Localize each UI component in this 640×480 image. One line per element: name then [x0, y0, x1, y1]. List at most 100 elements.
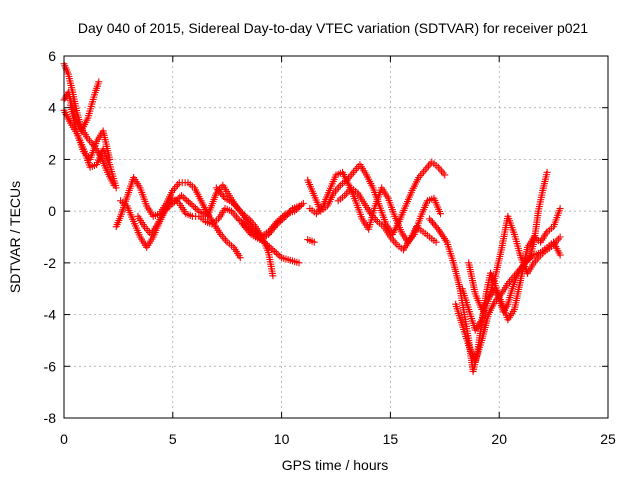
data-point [106, 155, 114, 163]
y-tick-label: 0 [48, 203, 56, 219]
x-axis-label: GPS time / hours [282, 457, 389, 473]
interp-markers [100, 147, 113, 166]
interp-markers [396, 204, 409, 223]
interp-markers [284, 206, 295, 218]
interp-markers [426, 195, 436, 204]
interp-markers [339, 178, 349, 188]
series-s12 [304, 236, 318, 246]
interp-markers [144, 204, 156, 218]
interp-markers [74, 132, 87, 153]
interp-markers [459, 323, 472, 347]
interp-markers [539, 248, 549, 257]
interp-markers [142, 225, 153, 236]
interp-markers [86, 137, 97, 149]
interp-markers [320, 189, 333, 208]
interp-markers [91, 80, 102, 97]
interp-markers [381, 225, 393, 239]
interp-markers [505, 215, 518, 236]
interp-markers [178, 179, 189, 187]
interp-markers [131, 220, 143, 239]
interp-markers [324, 191, 337, 208]
interp-markers [428, 235, 438, 244]
interp-markers [65, 72, 76, 94]
interp-markers [444, 240, 457, 265]
interp-markers [61, 62, 71, 76]
interp-markers [197, 214, 207, 224]
tick-label-layer: 0 5 10 15 20 25 -8 -6 -4 -2 0 2 4 6 [44, 48, 616, 447]
interp-markers [517, 246, 531, 280]
y-tick-label: -4 [44, 307, 57, 323]
data-point [295, 202, 303, 210]
interp-markers [188, 201, 201, 214]
interp-markers [305, 178, 317, 197]
interp-markers [342, 186, 354, 198]
interp-markers [535, 189, 546, 213]
interp-markers [418, 199, 430, 218]
interp-markers [275, 214, 288, 227]
interp-markers [491, 248, 505, 280]
x-tick-label: 25 [600, 431, 616, 447]
interp-markers [376, 204, 389, 226]
interp-markers [545, 242, 555, 252]
interp-markers [314, 204, 325, 216]
data-point [426, 215, 434, 223]
interp-markers [511, 233, 524, 259]
data-point [186, 199, 194, 207]
data-point [310, 238, 318, 246]
interp-markers [538, 230, 550, 244]
data-point [556, 233, 564, 241]
interp-markers [271, 247, 284, 260]
marker-layer [60, 60, 564, 375]
interp-markers [461, 313, 472, 342]
interp-markers [186, 180, 196, 190]
series-s14 [426, 168, 551, 375]
interp-markers [216, 207, 228, 221]
interp-markers [376, 219, 386, 229]
data-point [112, 184, 120, 192]
interp-markers [211, 222, 223, 236]
interp-markers [392, 215, 404, 234]
interp-markers [220, 183, 232, 198]
interp-markers [265, 251, 276, 277]
interp-markers [545, 224, 555, 234]
interp-markers [409, 176, 422, 192]
interp-markers [308, 206, 318, 216]
data-point [556, 251, 564, 259]
interp-markers [291, 203, 301, 212]
interp-markers [85, 93, 98, 120]
interp-markers [223, 205, 233, 214]
interp-markers [416, 168, 428, 180]
interp-markers [280, 254, 292, 264]
interp-markers [340, 171, 352, 187]
interp-markers [421, 230, 431, 239]
interp-markers [135, 214, 147, 229]
interp-markers [266, 222, 280, 237]
interp-markers [492, 287, 504, 303]
data-point [247, 223, 255, 231]
tick-layer [63, 55, 609, 419]
interp-markers [539, 171, 551, 192]
series-s3 [60, 106, 120, 192]
interp-markers [61, 108, 73, 125]
series-s4 [67, 101, 114, 163]
x-tick-label: 15 [383, 431, 399, 447]
interp-markers [214, 186, 228, 200]
interp-markers [436, 227, 450, 244]
interp-markers [525, 261, 537, 275]
data-point [265, 230, 273, 238]
y-tick-label: 2 [48, 151, 56, 167]
interp-markers [106, 163, 120, 190]
interp-markers [88, 161, 98, 170]
interp-markers [225, 240, 236, 250]
interp-markers [144, 235, 156, 249]
interp-markers [423, 160, 434, 172]
interp-markers [148, 222, 160, 236]
y-axis-label: SDTVAR / TECUs [7, 181, 23, 293]
interp-markers [388, 235, 399, 247]
interp-markers [472, 339, 485, 363]
interp-markers [249, 224, 262, 239]
data-point [212, 184, 220, 192]
interp-markers [119, 199, 129, 208]
interp-markers [385, 196, 398, 218]
interp-markers [450, 261, 463, 291]
